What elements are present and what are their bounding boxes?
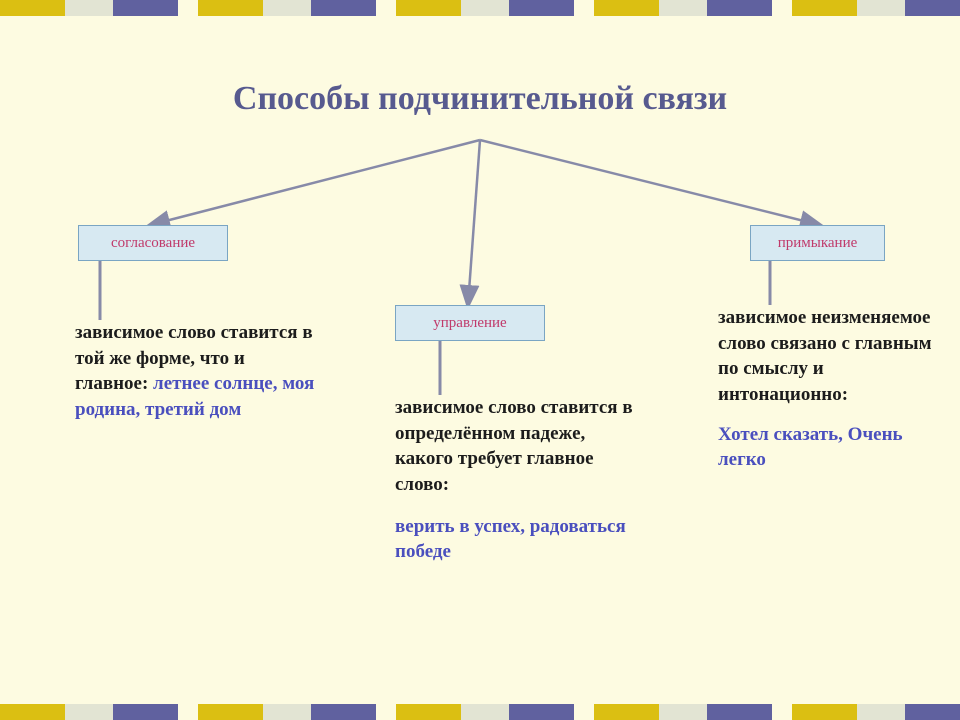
desc-text: зависимое неизменяемое слово связано с г… bbox=[718, 307, 932, 405]
column-desc: зависимое слово ставится в определённом … bbox=[395, 395, 640, 498]
node-label: управление bbox=[433, 315, 506, 332]
column-col1: зависимое слово ставится в той же форме,… bbox=[75, 320, 320, 423]
column-col3: зависимое неизменяемое слово связано с г… bbox=[718, 305, 943, 473]
arrow bbox=[150, 140, 480, 225]
node-label: согласование bbox=[111, 235, 195, 252]
example-text: верить в успех, радоваться победе bbox=[395, 514, 640, 565]
column-desc: зависимое слово ставится в той же форме,… bbox=[75, 320, 320, 423]
desc-text: зависимое слово ставится в определённом … bbox=[395, 397, 633, 495]
node-primykanie: примыкание bbox=[750, 225, 885, 261]
arrow bbox=[480, 140, 820, 225]
example-text: Хотел сказать, Очень легко bbox=[718, 422, 943, 473]
node-label: примыкание bbox=[778, 235, 858, 252]
arrow bbox=[468, 140, 480, 305]
column-col2: зависимое слово ставится в определённом … bbox=[395, 395, 640, 565]
node-soglasovanie: согласование bbox=[78, 225, 228, 261]
node-upravlenie: управление bbox=[395, 305, 545, 341]
column-desc: зависимое неизменяемое слово связано с г… bbox=[718, 305, 943, 408]
